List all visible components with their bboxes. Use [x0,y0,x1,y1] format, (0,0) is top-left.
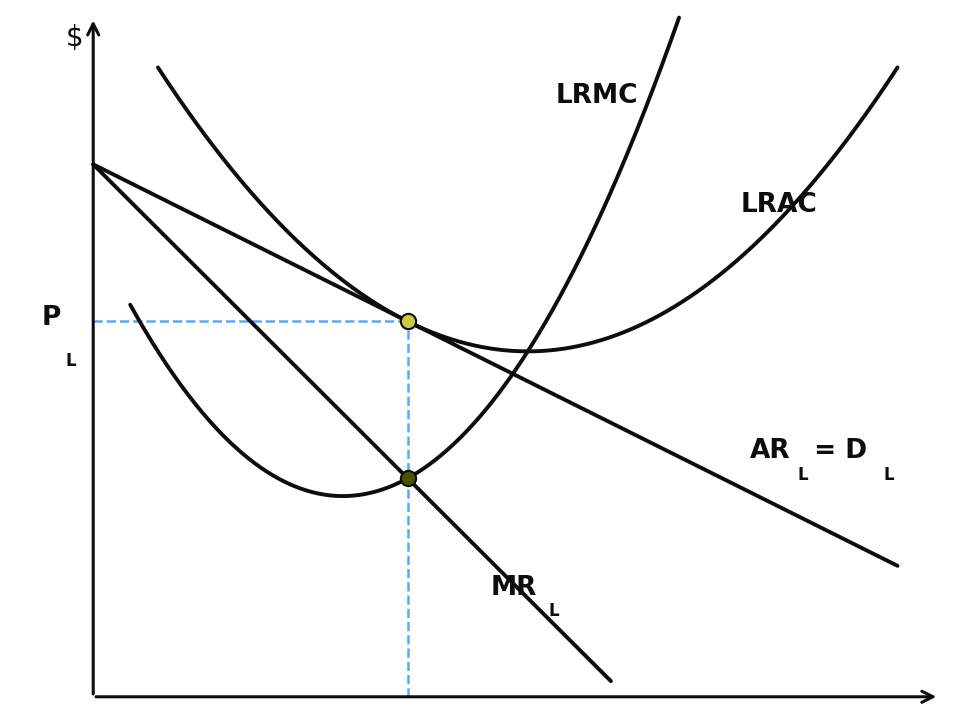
Text: P: P [41,305,61,331]
Text: AR: AR [749,438,791,464]
Text: LRAC: LRAC [741,193,817,218]
Text: = D: = D [805,438,868,464]
Text: LRMC: LRMC [556,83,638,109]
Text: L: L [549,602,560,621]
Text: L: L [797,466,808,484]
Text: L: L [65,352,76,370]
Text: L: L [884,466,895,484]
Text: MR: MR [491,574,537,601]
Text: $: $ [66,24,84,53]
